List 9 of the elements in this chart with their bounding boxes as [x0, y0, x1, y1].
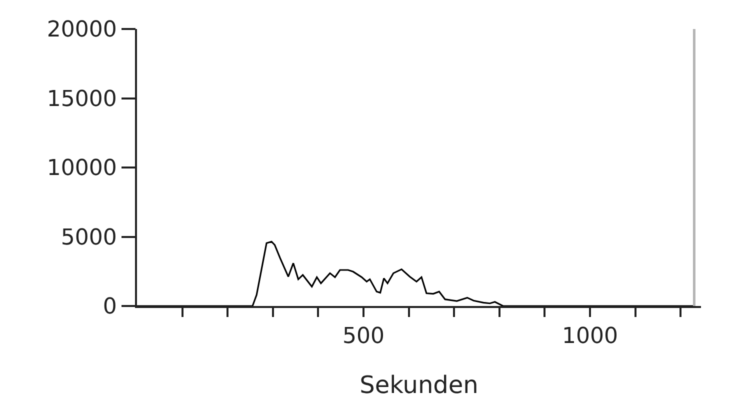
x-axis-title: Sekunden: [360, 370, 478, 399]
x-tick-label: 500: [342, 324, 385, 350]
y-tick-label: 10000: [46, 156, 117, 182]
line-series: [137, 240, 695, 306]
y-tick-label: 20000: [46, 18, 117, 43]
x-tick-label: 1000: [562, 324, 618, 350]
y-tick-label: 15000: [46, 86, 117, 112]
y-tick-label: 0: [102, 294, 117, 320]
y-tick-label: 5000: [60, 225, 117, 250]
